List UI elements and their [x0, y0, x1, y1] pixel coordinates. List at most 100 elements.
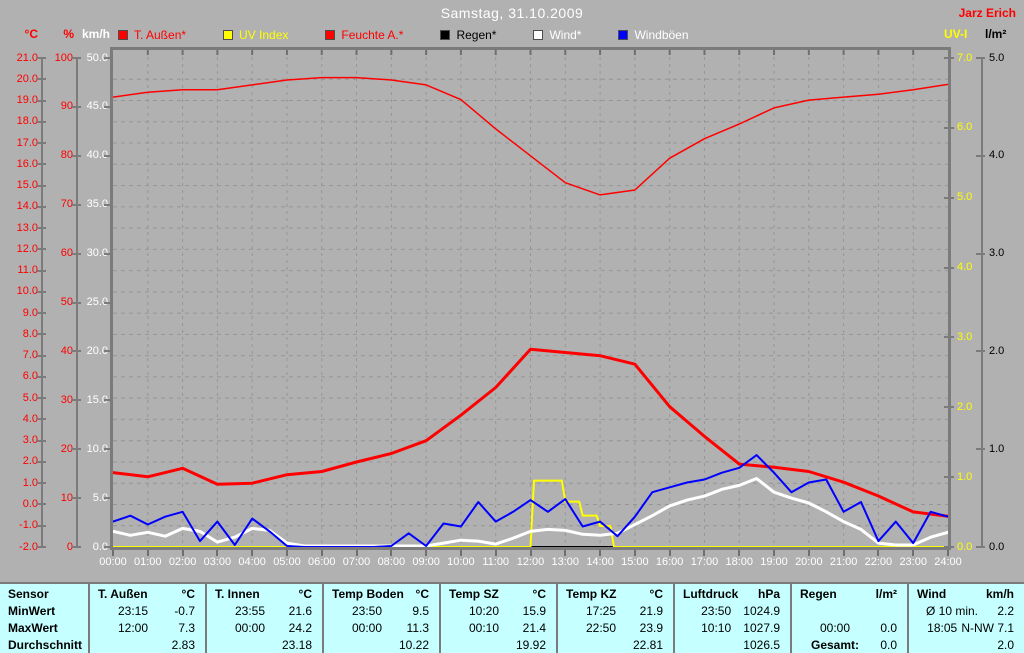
table-sensor-column: Temp Boden °C 23:50 9.5 00:00 11.3 10.22	[322, 584, 439, 653]
time-tick-label: 15:00	[621, 556, 649, 568]
value-number: 0.0	[880, 638, 897, 652]
series-uv-index	[113, 479, 948, 547]
table-sensor-column: Temp KZ °C 17:25 21.9 22:50 23.9 22.81	[556, 584, 673, 653]
legend-swatch	[533, 30, 544, 40]
table-column-header: Wind km/h	[909, 586, 1024, 603]
axis-tick-label-humidity: 30	[60, 393, 73, 406]
legend-swatch	[440, 30, 451, 40]
axis-tick-wind	[104, 203, 112, 206]
time-tick-label: 21:00	[829, 556, 858, 568]
stats-table: Sensor MinWert MaxWert Durchschnitt T. Außen…	[0, 582, 1024, 653]
time-tick-label: 07:00	[342, 556, 371, 568]
axis-tick-label-wind: 35.0	[86, 198, 108, 211]
legend-label: Feuchte A.*	[341, 28, 404, 42]
table-sensor-column: Luftdruck hPa 23:50 1024.9 10:10 1027.9 1026.5	[673, 584, 790, 653]
axis-tick-label-humidity: 0	[66, 540, 73, 553]
time-tick-label: 03:00	[203, 556, 232, 568]
axis-tick-temp	[37, 269, 46, 272]
axis-tick-label-humidity: 60	[60, 247, 73, 260]
axis-tick-label-temp: 9.0	[22, 306, 38, 319]
axis-unit-wind: km/h	[81, 27, 110, 41]
time-tick	[564, 550, 567, 556]
time-tick-label: 09:00	[412, 556, 440, 568]
value-number: N-NW 7.1	[961, 621, 1014, 635]
value-number: 15.9	[522, 604, 546, 618]
axis-tick-label-wind: 0.0	[92, 540, 108, 553]
legend-swatch	[223, 30, 234, 40]
table-min-row: 23:55 21.6	[207, 603, 322, 620]
axis-tick-label-wind: 30.0	[86, 247, 108, 260]
time-tick-label: 12:00	[516, 556, 545, 568]
axis-unit-rain: l/m²	[985, 27, 1007, 41]
axis-tick-temp	[37, 524, 46, 527]
axis-tick-temp	[37, 333, 46, 336]
axis-tick-label-humidity: 90	[60, 100, 73, 113]
table-avg-row: 22.81	[558, 637, 673, 653]
time-tick-label: 13:00	[551, 556, 580, 568]
axis-tick-humidity	[72, 105, 81, 108]
value-number: 21.6	[288, 604, 312, 618]
time-tick	[355, 550, 358, 556]
axis-tick-label-humidity: 50	[60, 296, 73, 308]
time-tick-label: 22:00	[864, 556, 893, 568]
value-time: 10:10	[701, 621, 732, 635]
axis-tick-temp	[37, 375, 46, 378]
axis-tick-temp	[37, 184, 46, 187]
table-max-row: 22:50 23.9	[558, 620, 673, 637]
time-tick	[216, 550, 219, 556]
sensor-unit: °C	[181, 587, 195, 601]
axis-tick-temp	[37, 163, 46, 166]
table-sensor-column: Wind km/h Ø 10 min. 2.2 18:05 N-NW 7.1 2.0	[907, 584, 1024, 653]
axis-tick-humidity	[72, 448, 81, 451]
time-tick-label: 11:00	[482, 556, 510, 568]
table-column-header: Regen l/m²	[792, 586, 907, 603]
time-tick-label: 17:00	[690, 556, 719, 568]
table-max-row: 00:00 24.2	[207, 620, 322, 637]
sensor-unit: l/m²	[875, 587, 897, 601]
axis-tick-temp	[37, 205, 46, 208]
table-avg-row: 2.0	[909, 637, 1024, 653]
axis-tick-rain	[976, 57, 985, 59]
time-tick	[668, 550, 671, 556]
axis-tick-label-uv: 7.0	[957, 51, 973, 64]
axis-tick-temp	[37, 460, 46, 463]
time-tick	[842, 550, 845, 556]
axis-tick-temp	[37, 290, 46, 293]
table-row-label: Durchschnitt	[8, 638, 83, 652]
axis-tick-temp	[37, 248, 46, 251]
legend-item: Regen*	[440, 28, 496, 42]
axis-tick-wind	[104, 301, 112, 304]
table-sensor-column: T. Außen °C 23:15 -0.7 12:00 7.3 2.83	[88, 584, 205, 653]
table-sensor-column: T. Innen °C 23:55 21.6 00:00 24.2 23.18	[205, 584, 322, 653]
legend-item: Wind*	[533, 28, 581, 42]
time-tick	[390, 550, 393, 556]
table-row-label: MaxWert	[8, 621, 58, 635]
table-max-row: 00:00 0.0	[792, 620, 907, 637]
table-sensor-column: Regen l/m² 00:00 0.0 Gesamt: 0.0	[790, 584, 907, 653]
value-time	[221, 637, 279, 653]
axis-tick-label-temp: 18.0	[16, 115, 38, 128]
value-time	[572, 637, 630, 653]
value-number: 23.18	[281, 638, 312, 652]
axis-tick-uv	[944, 336, 954, 339]
legend-label: UV Index	[239, 28, 289, 42]
table-avg-row: 23.18	[207, 637, 322, 653]
table-sensor-column: Temp SZ °C 10:20 15.9 00:10 21.4 19.92	[439, 584, 556, 653]
time-tick	[285, 550, 288, 556]
table-min-row: 23:50 1024.9	[675, 603, 790, 620]
table-avg-row: 10.22	[324, 637, 439, 653]
table-max-row: 00:00 11.3	[324, 620, 439, 637]
axis-tick-uv	[944, 57, 954, 59]
value-time: 00:10	[468, 621, 500, 635]
table-avg-row: Gesamt: 0.0	[792, 637, 907, 653]
sensor-unit: °C	[415, 587, 429, 601]
legend-label: Regen*	[456, 28, 497, 42]
axis-tick-label-temp: 14.0	[16, 200, 38, 213]
axis-tick-label-temp: 16.0	[16, 157, 38, 170]
axis-tick-humidity	[72, 399, 81, 402]
time-tick	[599, 550, 602, 556]
time-tick	[703, 550, 706, 556]
axis-tick-label-rain: 0.0	[989, 540, 1005, 553]
time-tick-label: 02:00	[168, 556, 197, 568]
